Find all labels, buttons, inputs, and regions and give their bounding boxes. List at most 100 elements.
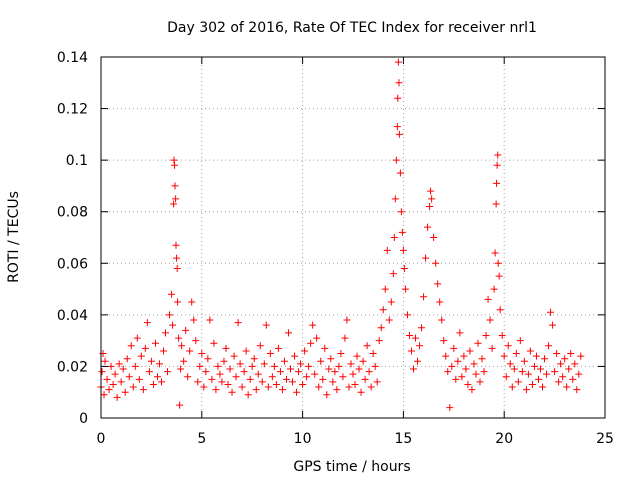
data-point bbox=[512, 350, 520, 358]
data-point bbox=[280, 357, 288, 365]
data-point bbox=[398, 228, 406, 236]
data-point bbox=[123, 355, 131, 363]
data-point bbox=[359, 357, 367, 365]
data-point bbox=[162, 329, 170, 337]
data-point bbox=[559, 373, 567, 381]
data-point bbox=[309, 321, 317, 329]
data-point bbox=[508, 383, 516, 391]
data-point bbox=[456, 329, 464, 337]
data-point bbox=[444, 368, 452, 376]
data-point bbox=[303, 373, 311, 381]
x-tick-label: 0 bbox=[97, 431, 106, 447]
data-point bbox=[416, 342, 424, 350]
data-point bbox=[194, 378, 202, 386]
data-point bbox=[502, 373, 510, 381]
data-point bbox=[168, 290, 176, 298]
data-point bbox=[220, 357, 228, 365]
data-point bbox=[159, 347, 167, 355]
data-point bbox=[379, 306, 387, 314]
data-point bbox=[496, 306, 504, 314]
data-point bbox=[325, 365, 333, 373]
data-point bbox=[295, 368, 303, 376]
data-point bbox=[428, 195, 436, 203]
data-point bbox=[373, 378, 381, 386]
data-point bbox=[291, 352, 299, 360]
data-point bbox=[436, 298, 444, 306]
data-point bbox=[171, 161, 179, 169]
data-point bbox=[256, 342, 264, 350]
data-point bbox=[434, 280, 442, 288]
data-point bbox=[109, 380, 117, 388]
x-tick-label: 10 bbox=[294, 431, 312, 447]
data-point bbox=[478, 355, 486, 363]
data-point bbox=[188, 298, 196, 306]
data-point bbox=[113, 393, 121, 401]
y-tick-label: 0.02 bbox=[57, 359, 88, 375]
data-point bbox=[448, 362, 456, 370]
data-point bbox=[426, 203, 434, 211]
data-point bbox=[504, 342, 512, 350]
data-point bbox=[119, 365, 127, 373]
data-point bbox=[391, 195, 399, 203]
data-point bbox=[240, 368, 248, 376]
data-point bbox=[224, 380, 232, 388]
data-point bbox=[371, 362, 379, 370]
data-point bbox=[166, 311, 174, 319]
data-point bbox=[206, 316, 214, 324]
data-point bbox=[307, 339, 315, 347]
y-tick-label: 0.06 bbox=[57, 256, 88, 272]
data-point bbox=[254, 370, 262, 378]
data-point bbox=[149, 380, 157, 388]
data-point bbox=[208, 375, 216, 383]
data-point bbox=[157, 378, 165, 386]
x-tick-label: 5 bbox=[197, 431, 206, 447]
data-point bbox=[266, 350, 274, 358]
data-point bbox=[377, 324, 385, 332]
data-point bbox=[365, 368, 373, 376]
data-point bbox=[232, 373, 240, 381]
data-point bbox=[260, 360, 268, 368]
data-point bbox=[172, 241, 180, 249]
data-point bbox=[103, 375, 111, 383]
data-point bbox=[395, 130, 403, 138]
data-point bbox=[155, 360, 163, 368]
data-point bbox=[524, 370, 532, 378]
data-point bbox=[488, 344, 496, 352]
data-point bbox=[335, 362, 343, 370]
data-point bbox=[394, 94, 402, 102]
data-point bbox=[543, 370, 551, 378]
data-point bbox=[98, 368, 106, 376]
data-point bbox=[357, 388, 365, 396]
data-point bbox=[242, 347, 250, 355]
data-point bbox=[458, 373, 466, 381]
data-point bbox=[204, 355, 212, 363]
data-point bbox=[375, 337, 383, 345]
data-point bbox=[399, 246, 407, 254]
data-point bbox=[172, 195, 180, 203]
data-point bbox=[137, 352, 145, 360]
data-point bbox=[561, 355, 569, 363]
data-point bbox=[405, 331, 413, 339]
data-point bbox=[534, 375, 542, 383]
data-point bbox=[349, 370, 357, 378]
data-point bbox=[343, 316, 351, 324]
data-point bbox=[170, 156, 178, 164]
data-point bbox=[236, 360, 244, 368]
data-point bbox=[287, 365, 295, 373]
data-point bbox=[427, 187, 435, 195]
data-point bbox=[315, 383, 323, 391]
data-point bbox=[438, 316, 446, 324]
data-point bbox=[264, 383, 272, 391]
data-point bbox=[490, 285, 498, 293]
x-tick-label: 25 bbox=[596, 431, 614, 447]
data-point bbox=[250, 355, 258, 363]
data-point bbox=[238, 383, 246, 391]
data-point bbox=[133, 334, 141, 342]
data-point bbox=[176, 401, 184, 409]
data-point bbox=[202, 368, 210, 376]
data-point bbox=[143, 319, 151, 327]
data-point bbox=[563, 383, 571, 391]
data-point bbox=[234, 319, 242, 327]
data-point bbox=[446, 404, 454, 412]
data-point bbox=[222, 344, 230, 352]
